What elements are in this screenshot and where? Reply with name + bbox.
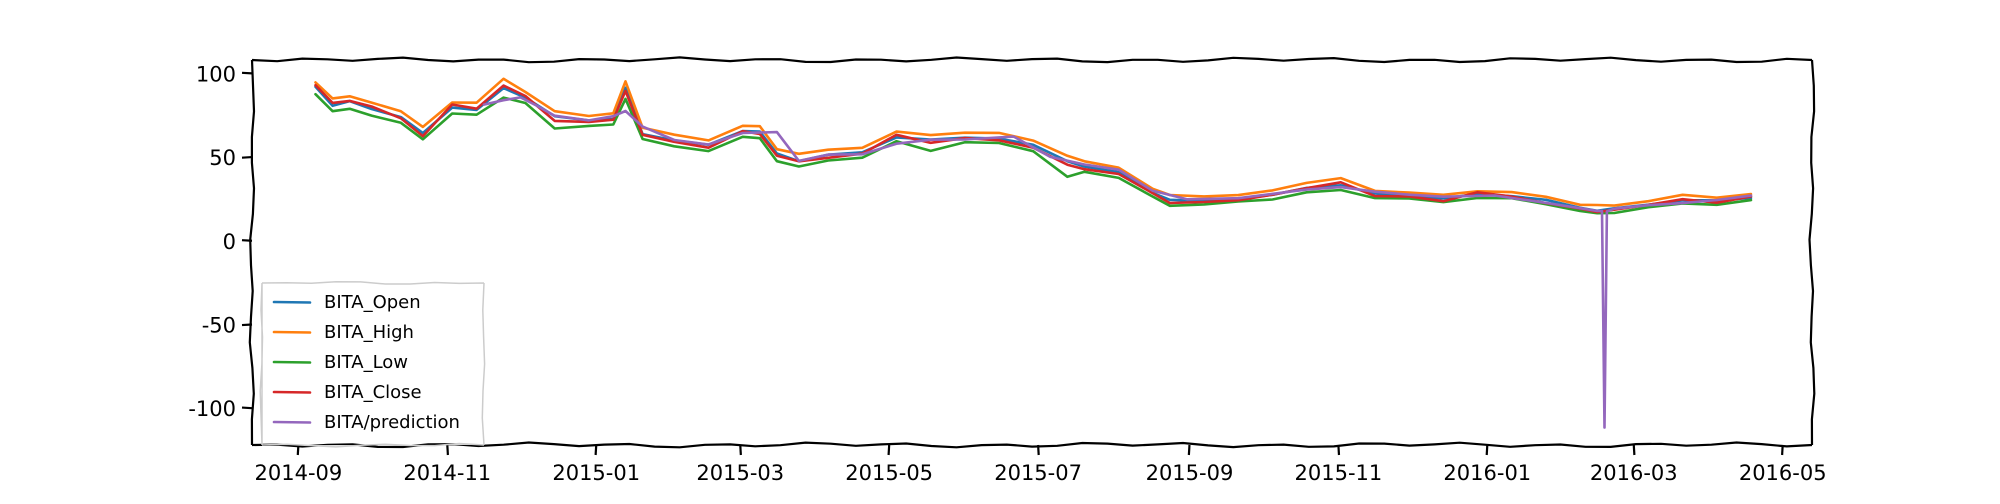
y-tick-label: 50 [209, 146, 236, 170]
x-tick-label: 2016-03 [1590, 461, 1678, 485]
legend-label: BITA_Close [324, 382, 422, 403]
x-tick-label: 2014-11 [403, 461, 491, 485]
legend-label: BITA/prediction [324, 412, 460, 433]
x-tick-mark [739, 444, 742, 456]
x-tick-mark [594, 444, 598, 456]
x-tick-mark [1187, 444, 1191, 456]
y-tick-mark [241, 239, 253, 242]
x-tick-mark [1632, 444, 1636, 456]
x-tick-label: 2015-01 [552, 461, 640, 485]
x-tick-label: 2015-07 [994, 461, 1082, 485]
x-axis: 2014-09 2014-11 2015-01 2015-03 2015-05 2015-… [255, 444, 1827, 485]
x-tick-mark [887, 444, 891, 456]
x-tick-label: 2015-11 [1295, 461, 1383, 485]
y-tick-mark [241, 71, 253, 75]
x-tick-label: 2016-01 [1443, 461, 1531, 485]
legend-items: BITA_Open BITA_High BITA_Low BITA_Close BITA… [272, 292, 460, 433]
legend-swatch [272, 330, 312, 334]
legend-swatch [272, 420, 312, 424]
legend-label: BITA_High [324, 322, 414, 343]
x-tick-mark [1337, 444, 1341, 456]
x-tick-mark [446, 444, 450, 456]
y-tick-mark [241, 155, 253, 159]
series-line-bita-high [314, 77, 1753, 207]
legend-swatch [272, 300, 312, 304]
y-tick-label: 100 [196, 62, 236, 86]
y-tick-label: -50 [202, 313, 236, 337]
legend-swatch [272, 390, 312, 394]
x-tick-mark [296, 444, 300, 456]
plot-frame [248, 56, 1816, 449]
y-tick-label: -100 [188, 397, 236, 421]
legend-label: BITA_Low [324, 352, 408, 373]
x-tick-label: 2016-05 [1739, 461, 1827, 485]
x-tick-mark [1485, 444, 1489, 456]
x-tick-label: 2015-03 [696, 461, 784, 485]
x-tick-label: 2015-05 [845, 461, 933, 485]
series-layer [314, 77, 1753, 429]
x-tick-mark [1781, 444, 1784, 456]
y-tick-mark [241, 323, 253, 327]
y-tick-mark [241, 406, 253, 410]
legend-swatch [272, 360, 312, 364]
x-tick-mark [1037, 444, 1040, 456]
legend-label: BITA_Open [324, 292, 421, 313]
x-tick-label: 2014-09 [255, 461, 343, 485]
legend-box [259, 280, 486, 448]
series-line-bita-prediction [482, 96, 1753, 429]
legend: BITA_Open BITA_High BITA_Low BITA_Close BITA… [259, 280, 486, 448]
y-axis: 100 50 0 -50 -100 [188, 62, 253, 421]
x-tick-label: 2015-09 [1146, 461, 1234, 485]
y-tick-label: 0 [223, 230, 236, 254]
